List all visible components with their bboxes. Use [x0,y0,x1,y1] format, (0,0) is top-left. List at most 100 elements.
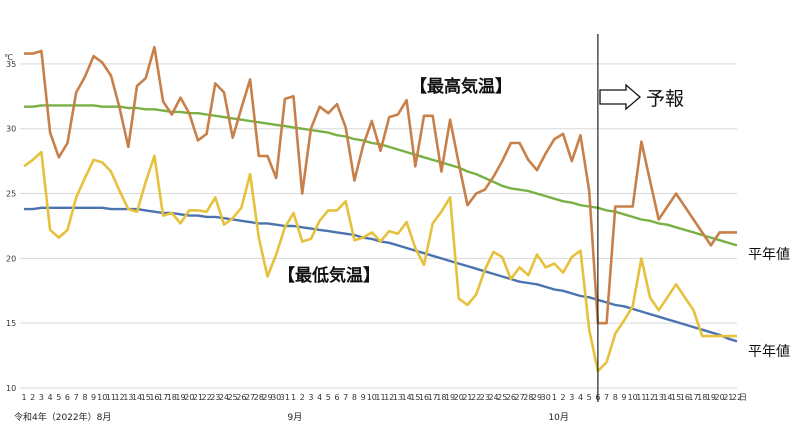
x-axis: 日 1 2 3 4 5 6 7 8 9 10111213141516171819202122232… [21,393,747,402]
x-tick-label: 17 [158,393,168,402]
x-tick-label: 1 [291,393,296,402]
month-label: 令和4年（2022年）8月 [14,411,111,423]
x-tick-label: 22 [732,393,742,402]
x-tick-label: 22 [471,393,481,402]
x-tick-label: 11 [106,393,116,402]
x-tick-label: 20 [184,393,194,402]
x-tick-label: 10 [97,393,107,402]
series-line-normal-max [24,104,738,247]
x-tick-label: 26 [236,393,246,402]
min-temp-label: 【最低気温】 [278,265,380,286]
x-tick-label: 7 [604,393,609,402]
x-tick-label: 14 [662,393,672,402]
x-tick-label: 18 [436,393,446,402]
x-tick-label: 4 [578,393,583,402]
x-tick-label: 16 [419,393,429,402]
x-tick-label: 3 [569,393,574,402]
x-day-unit-label: 日 [739,393,747,402]
x-tick-label: 4 [48,393,53,402]
x-tick-label: 21 [462,393,472,402]
x-tick-label: 14 [132,393,142,402]
x-tick-label: 24 [219,393,229,402]
month-labels: 令和4年（2022年）8月 9月 10月 [14,411,569,423]
y-tick-label: 10 [6,384,16,393]
x-tick-label: 17 [688,393,698,402]
x-tick-label: 21 [193,393,203,402]
x-tick-label: 4 [317,393,322,402]
x-tick-label: 15 [671,393,681,402]
x-tick-label: 12 [115,393,125,402]
x-tick-label: 7 [343,393,348,402]
forecast-label: 予報 [646,88,684,110]
y-tick-label: 35 [6,60,16,69]
x-tick-label: 25 [228,393,238,402]
x-tick-label: 18 [697,393,707,402]
x-tick-label: 3 [308,393,313,402]
x-tick-label: 7 [74,393,79,402]
x-tick-label: 27 [245,393,255,402]
series-lines [23,45,738,373]
x-tick-label: 1 [21,393,26,402]
x-tick-label: 5 [56,393,61,402]
x-tick-label: 25 [497,393,507,402]
x-tick-label: 20 [454,393,464,402]
month-label: 9月 [288,412,303,423]
x-tick-label: 9 [91,393,96,402]
x-tick-label: 29 [262,393,272,402]
x-tick-label: 13 [393,393,403,402]
grid-lines [20,63,737,389]
x-tick-label: 15 [141,393,151,402]
x-tick-label: 27 [515,393,525,402]
x-tick-label: 13 [123,393,133,402]
x-tick-label: 9 [361,393,366,402]
x-tick-label: 26 [506,393,516,402]
x-tick-label: 15 [410,393,420,402]
normal-min-label: 平年値 [748,344,790,360]
x-tick-label: 1 [552,393,557,402]
x-tick-label: 23 [480,393,490,402]
x-tick-label: 11 [636,393,646,402]
x-tick-label: 2 [300,393,305,402]
x-tick-label: 23 [210,393,220,402]
x-tick-label: 2 [30,393,35,402]
x-tick-label: 22 [202,393,212,402]
x-tick-label: 8 [613,393,618,402]
x-tick-label: 8 [352,393,357,402]
x-tick-label: 3 [39,393,44,402]
x-tick-label: 24 [488,393,498,402]
x-tick-label: 10 [367,393,377,402]
x-tick-label: 28 [254,393,264,402]
y-tick-label: 25 [6,190,16,199]
x-tick-label: 16 [680,393,690,402]
x-tick-label: 2 [561,393,566,402]
series-line-max [24,45,737,325]
y-tick-label: 15 [6,319,16,328]
x-tick-label: 13 [654,393,664,402]
forecast-arrow-icon [599,83,641,111]
x-tick-label: 29 [532,393,542,402]
month-label: 10月 [548,412,568,423]
x-tick-label: 19 [706,393,716,402]
x-tick-label: 31 [280,393,290,402]
x-tick-label: 16 [149,393,159,402]
x-tick-label: 10 [628,393,638,402]
x-tick-label: 14 [401,393,411,402]
x-tick-label: 20 [715,393,725,402]
series-line-min [23,150,737,373]
x-tick-label: 5 [587,393,592,402]
series-line-normal-min [24,206,738,343]
y-tick-label: 30 [6,125,16,134]
x-tick-label: 19 [445,393,455,402]
x-tick-label: 6 [334,393,339,402]
x-tick-label: 9 [621,393,626,402]
y-axis: ℃ 10 15 20 25 30 35 [4,53,16,393]
x-tick-label: 12 [645,393,655,402]
x-tick-label: 11 [375,393,385,402]
x-tick-label: 18 [167,393,177,402]
x-tick-label: 28 [523,393,533,402]
x-tick-label: 12 [384,393,394,402]
x-tick-label: 6 [65,393,70,402]
x-tick-label: 8 [82,393,87,402]
x-tick-label: 19 [175,393,185,402]
